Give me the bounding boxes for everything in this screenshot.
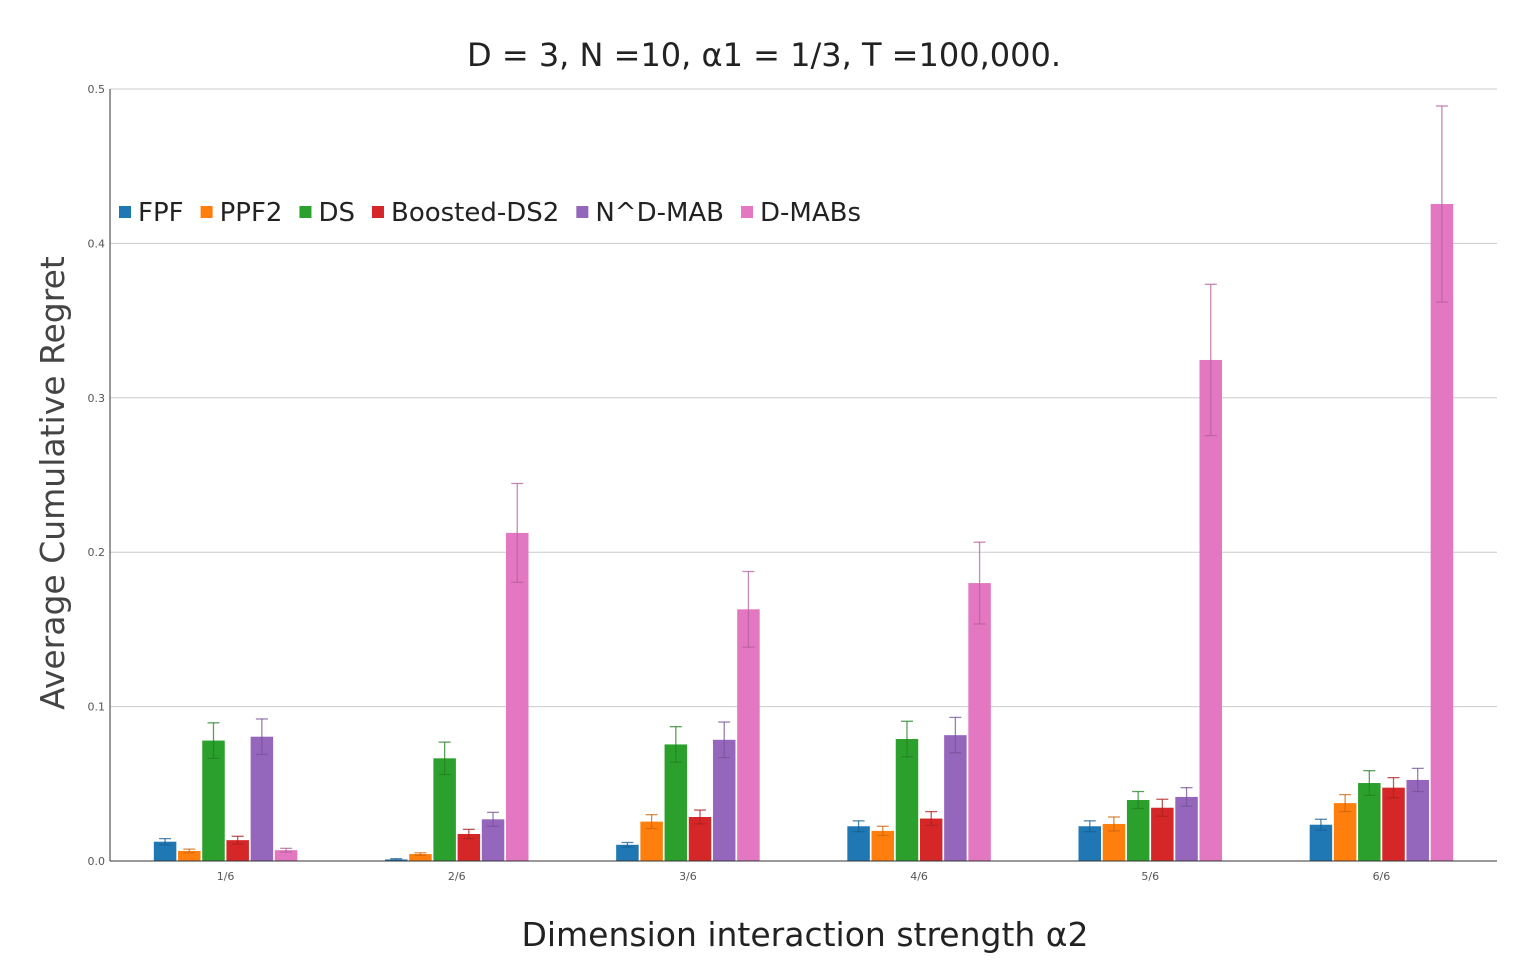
x-tick-label: 6/6	[1373, 870, 1391, 883]
bar-d-mabs	[1199, 359, 1222, 861]
bar-fpf	[616, 844, 639, 861]
bar-boosted-ds2	[1382, 787, 1405, 861]
legend-label: DS	[318, 198, 355, 228]
bar-n-d-mab	[712, 739, 736, 861]
bar-fpf	[1309, 824, 1333, 861]
bar-n-d-mab	[944, 735, 967, 861]
x-tick-label: 5/6	[1141, 870, 1159, 883]
bar-ppf2	[640, 821, 663, 861]
y-tick-label: 0.0	[88, 855, 106, 868]
bar-ppf2	[1102, 823, 1126, 861]
plot-area: 0.0 0.1 0.2 0.3 0.4 0.5 1/6 2/6 3/6 4/6 5/6 6/6	[88, 83, 1497, 883]
legend-label: Boosted-DS2	[391, 198, 559, 228]
legend-swatch	[576, 206, 589, 218]
bar-ds	[433, 758, 456, 861]
bar-ppf2	[871, 830, 895, 861]
bar-ppf2	[409, 854, 432, 861]
y-axis-label: Average Cumulative Regret	[33, 256, 72, 710]
bar-ppf2	[1333, 803, 1357, 861]
bar-ds	[895, 739, 919, 861]
bar-boosted-ds2	[919, 818, 943, 861]
y-tick-label: 0.1	[88, 701, 106, 714]
bar-d-mabs	[968, 583, 991, 861]
bar-ds	[1358, 783, 1381, 861]
bar-n-d-mab	[1175, 796, 1198, 861]
legend: FPF PPF2 DS Boosted-DS2 N^D-MAB D-MABs	[119, 198, 861, 228]
bar-ppf2	[178, 850, 201, 861]
bar-d-mabs	[737, 609, 760, 861]
legend-label: FPF	[138, 198, 184, 228]
bar-n-d-mab	[481, 819, 505, 861]
bar-ds	[1126, 800, 1150, 861]
bar-boosted-ds2	[688, 816, 712, 861]
y-tick-label: 0.5	[88, 83, 106, 96]
legend-label: PPF2	[220, 198, 283, 228]
x-tick-label: 2/6	[448, 870, 466, 883]
bar-d-mabs	[274, 850, 298, 861]
x-axis-label: Dimension interaction strength α2	[521, 915, 1088, 954]
bar-d-mabs	[506, 532, 529, 861]
legend-swatch	[371, 206, 384, 218]
bar-boosted-ds2	[457, 833, 481, 861]
legend-swatch	[299, 206, 312, 218]
y-tick-label: 0.3	[88, 392, 106, 405]
legend-swatch	[741, 206, 754, 218]
legend-swatch	[119, 206, 131, 218]
x-tick-label: 3/6	[679, 870, 697, 883]
bar-boosted-ds2	[226, 840, 249, 861]
bar-fpf	[153, 841, 177, 861]
y-tick-label: 0.2	[88, 546, 106, 559]
x-tick-label: 1/6	[217, 870, 235, 883]
x-tick-label: 4/6	[910, 870, 928, 883]
legend-label: D-MABs	[760, 198, 861, 228]
chart-title: D = 3, N =10, α1 = 1/3, T =100,000.	[467, 36, 1061, 74]
legend-label: N^D-MAB	[595, 198, 724, 228]
bar-ds	[664, 744, 688, 861]
y-tick-label: 0.4	[88, 237, 106, 250]
bar-n-d-mab	[250, 736, 274, 861]
bar-boosted-ds2	[1151, 807, 1174, 861]
bar-n-d-mab	[1406, 779, 1429, 861]
bar-fpf	[847, 826, 870, 861]
bar-fpf	[1078, 826, 1101, 861]
legend-swatch	[200, 206, 213, 218]
bar-ds	[202, 740, 225, 861]
bar-d-mabs	[1430, 204, 1454, 861]
